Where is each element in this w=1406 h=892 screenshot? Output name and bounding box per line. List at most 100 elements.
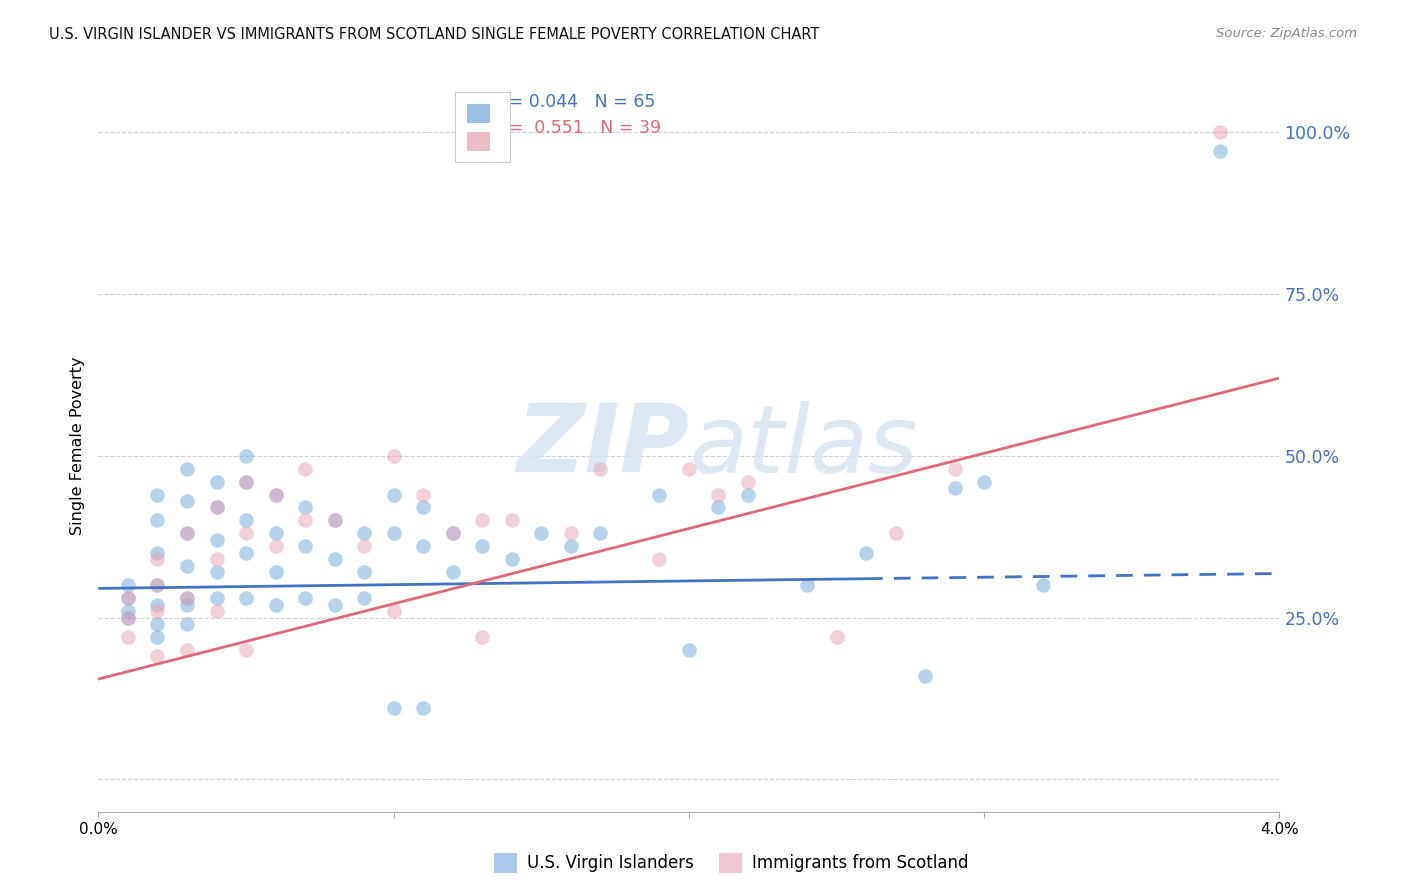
Text: R =  0.551   N = 39: R = 0.551 N = 39 xyxy=(491,119,661,137)
Point xyxy=(1209,125,1232,139)
Point xyxy=(707,500,730,515)
Point xyxy=(353,539,375,553)
Point xyxy=(501,513,523,527)
Point xyxy=(176,461,198,475)
Point xyxy=(943,481,966,495)
Point xyxy=(176,526,198,541)
Point xyxy=(648,552,671,566)
Point xyxy=(323,552,346,566)
Point xyxy=(146,598,169,612)
Point xyxy=(560,526,582,541)
Point xyxy=(855,546,877,560)
Point xyxy=(176,643,198,657)
Point xyxy=(353,566,375,580)
Point xyxy=(412,500,434,515)
Point xyxy=(205,566,228,580)
Point xyxy=(678,643,700,657)
Point xyxy=(353,591,375,606)
Point xyxy=(914,669,936,683)
Point xyxy=(264,539,287,553)
Point xyxy=(412,487,434,501)
Point xyxy=(205,500,228,515)
Point xyxy=(117,591,139,606)
Point xyxy=(176,591,198,606)
Text: ZIP: ZIP xyxy=(516,400,689,492)
Point xyxy=(441,566,464,580)
Point xyxy=(176,617,198,632)
Point xyxy=(146,552,169,566)
Point xyxy=(205,500,228,515)
Point xyxy=(205,591,228,606)
Point xyxy=(796,578,818,592)
Point xyxy=(294,500,316,515)
Point xyxy=(294,513,316,527)
Point xyxy=(1032,578,1054,592)
Point xyxy=(205,552,228,566)
Point xyxy=(294,539,316,553)
Point xyxy=(176,494,198,508)
Point xyxy=(205,604,228,618)
Point xyxy=(589,461,612,475)
Point xyxy=(146,487,169,501)
Point xyxy=(205,533,228,547)
Point xyxy=(117,610,139,624)
Point xyxy=(117,591,139,606)
Point xyxy=(264,566,287,580)
Point xyxy=(471,513,494,527)
Point xyxy=(235,513,257,527)
Point xyxy=(441,526,464,541)
Point xyxy=(146,617,169,632)
Point xyxy=(382,526,405,541)
Point xyxy=(235,526,257,541)
Point xyxy=(471,630,494,644)
Point xyxy=(294,591,316,606)
Point xyxy=(412,701,434,715)
Text: R = 0.044   N = 65: R = 0.044 N = 65 xyxy=(491,93,655,111)
Point xyxy=(205,475,228,489)
Point xyxy=(589,526,612,541)
Legend: U.S. Virgin Islanders, Immigrants from Scotland: U.S. Virgin Islanders, Immigrants from S… xyxy=(486,847,976,880)
Point xyxy=(264,526,287,541)
Point xyxy=(146,578,169,592)
Point xyxy=(323,598,346,612)
Point xyxy=(382,604,405,618)
Point xyxy=(648,487,671,501)
Point xyxy=(412,539,434,553)
Point xyxy=(146,604,169,618)
Point xyxy=(737,475,759,489)
Point xyxy=(264,487,287,501)
Point xyxy=(678,461,700,475)
Point xyxy=(973,475,995,489)
Point xyxy=(294,461,316,475)
Y-axis label: Single Female Poverty: Single Female Poverty xyxy=(69,357,84,535)
Text: atlas: atlas xyxy=(689,401,917,491)
Point xyxy=(382,487,405,501)
Point xyxy=(382,701,405,715)
Point xyxy=(117,630,139,644)
Point xyxy=(146,546,169,560)
Point xyxy=(471,539,494,553)
Point xyxy=(501,552,523,566)
Point xyxy=(235,591,257,606)
Point xyxy=(235,643,257,657)
Point xyxy=(117,578,139,592)
Text: Source: ZipAtlas.com: Source: ZipAtlas.com xyxy=(1216,27,1357,40)
Point xyxy=(235,475,257,489)
Point xyxy=(737,487,759,501)
Point xyxy=(146,513,169,527)
Point xyxy=(323,513,346,527)
Point xyxy=(235,475,257,489)
Point xyxy=(353,526,375,541)
Point xyxy=(1209,145,1232,159)
Point xyxy=(943,461,966,475)
Point xyxy=(707,487,730,501)
Point xyxy=(382,449,405,463)
Point xyxy=(176,591,198,606)
Point xyxy=(323,513,346,527)
Point xyxy=(235,546,257,560)
Point xyxy=(264,487,287,501)
Point xyxy=(176,598,198,612)
Point xyxy=(825,630,848,644)
Point xyxy=(441,526,464,541)
Legend: , : , xyxy=(456,92,510,162)
